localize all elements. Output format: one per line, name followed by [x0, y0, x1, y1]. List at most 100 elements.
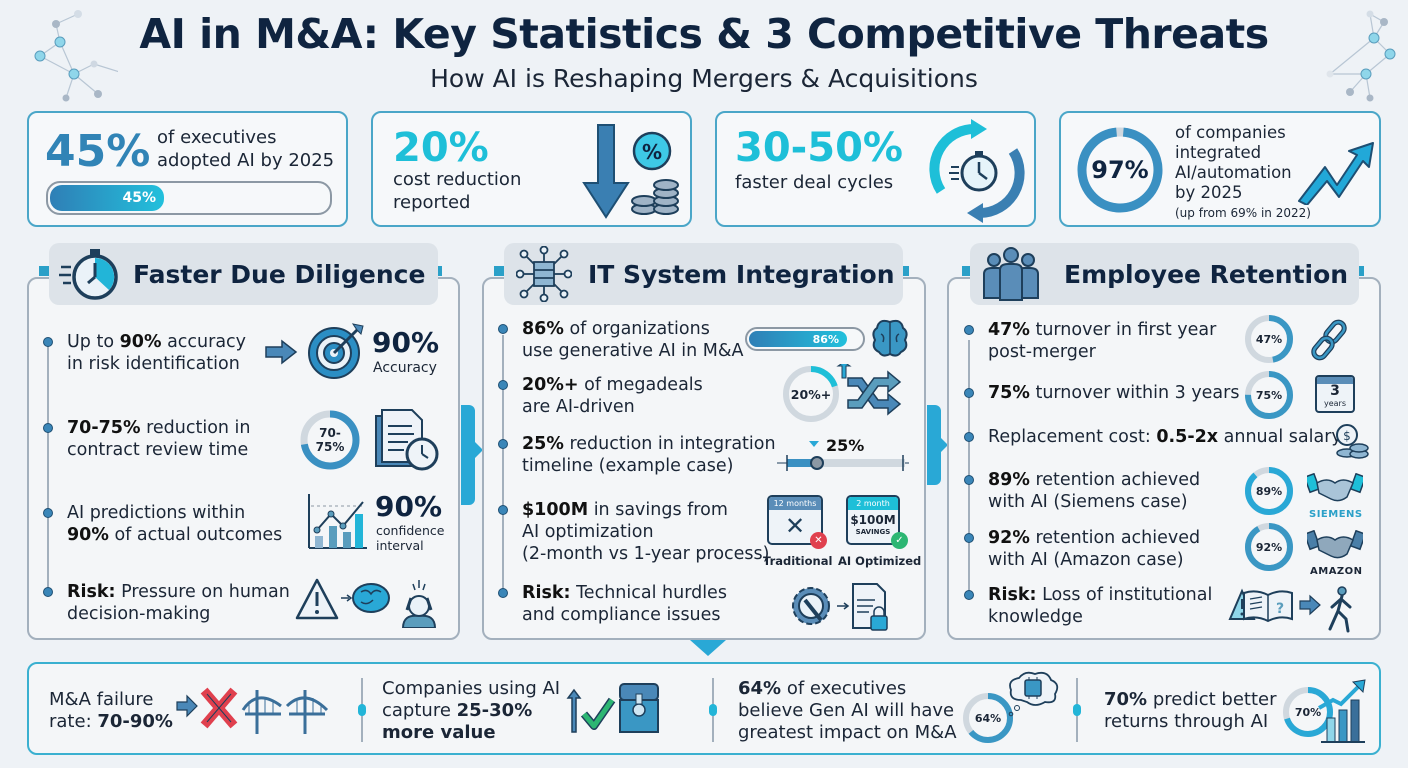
svg-text:%: %	[642, 140, 662, 164]
bullet-dot	[43, 587, 53, 597]
bullet-dot	[964, 325, 974, 335]
better-returns-text: 70% predict better returns through AI	[1104, 689, 1277, 732]
page-title: AI in M&A: Key Statistics & 3 Competitiv…	[139, 10, 1269, 58]
generative-ai-progress-bar: 86%	[745, 327, 865, 351]
progress-fill: 45%	[50, 185, 164, 211]
stat-card-executives-adoption: 45% of executives adopted AI by 2025 45%	[27, 111, 348, 227]
stat-card-companies-integrated: 97% of companies integrated AI/automatio…	[1059, 111, 1381, 227]
it-item-generative-ai: 86% of organizations use generative AI i…	[522, 319, 744, 361]
ring-label: 92%	[1255, 540, 1283, 554]
ring-label: 70%	[1294, 705, 1322, 719]
ring-label: 97%	[1091, 156, 1149, 184]
arrow-x-broken-bridge-icon	[176, 687, 329, 734]
handshake-icon	[1307, 530, 1363, 559]
panel-connector-square	[962, 266, 972, 276]
adoption-progress-bar: 45%	[46, 181, 332, 215]
stopwatch-icon	[59, 249, 118, 300]
divider-dot	[358, 704, 366, 716]
warning-book-person-leaving-icon: ?	[1228, 586, 1352, 633]
bullet-dot	[964, 475, 974, 485]
warning-brain-stress-icon	[295, 578, 437, 628]
down-arrow-percent-coins-icon: %	[582, 124, 679, 219]
percent-ring-70-75-icon	[300, 410, 360, 470]
stat-desc-line2: integrated	[1175, 143, 1262, 162]
panel-connector-square	[1354, 266, 1364, 276]
stat-desc-line1: of executives	[157, 127, 277, 148]
panel-header-employee-retention: Employee Retention	[970, 243, 1359, 305]
trend-up-arrow-icon	[1298, 142, 1374, 205]
retention-item-three-years: 75% turnover within 3 years	[988, 383, 1240, 403]
growth-bars-arrow-icon	[1318, 679, 1366, 743]
documents-clock-icon	[375, 409, 439, 471]
red-x-badge-icon: ✕	[810, 532, 827, 549]
it-item-megadeals: 20%+ of megadeals are AI-driven	[522, 375, 703, 417]
ring-label: 70- 75%	[315, 426, 345, 454]
due-diligence-item-risk: Risk: Pressure on human decision-making	[67, 582, 290, 624]
divider-dot	[1073, 704, 1081, 716]
panel-connector-square	[39, 266, 49, 276]
panel-flow-arrow-2	[927, 405, 941, 485]
progress-label: 45%	[122, 190, 156, 206]
percent-ring-20-icon	[783, 366, 839, 422]
brain-icon	[872, 319, 908, 357]
ring-label: 20%+	[790, 386, 832, 402]
timeline-line	[968, 340, 970, 595]
shuffle-arrows-icon	[836, 364, 902, 416]
due-diligence-item-contract-review: 70-75% reduction in contract review time	[67, 418, 251, 460]
stat-value: 20%	[393, 125, 489, 171]
panel-flow-arrow-1	[461, 405, 475, 505]
retention-item-replacement-cost: Replacement cost: 0.5-2x annual salary	[988, 427, 1342, 447]
timeline-line	[502, 335, 504, 597]
bullet-dot	[498, 588, 508, 598]
progress-fill: 86%	[749, 331, 847, 347]
divider-dot	[709, 704, 717, 716]
network-decoration-left-icon	[34, 10, 118, 102]
panel-connector-square	[899, 266, 909, 276]
retention-item-siemens: 89% retention achieved with AI (Siemens …	[988, 470, 1201, 512]
page-subtitle: How AI is Reshaping Mergers & Acquisitio…	[430, 64, 978, 93]
ring-label: 89%	[1255, 484, 1283, 498]
green-check-badge-icon: ✓	[891, 532, 908, 549]
stat-card-cost-reduction: 20% cost reduction reported %	[371, 111, 692, 227]
retention-item-first-year: 47% turnover in first year post-merger	[988, 320, 1217, 362]
gear-wrench-document-lock-icon	[792, 583, 888, 631]
value-capture-text: Companies using AI capture 25-30% more v…	[382, 678, 561, 743]
timeline-line	[47, 345, 49, 595]
percent-ring-64-icon	[963, 693, 1013, 743]
stat-card-deal-cycles: 30-50% faster deal cycles	[715, 111, 1036, 227]
arrow-right-icon	[265, 339, 298, 365]
retention-item-amazon: 92% retention achieved with AI (Amazon c…	[988, 528, 1201, 570]
server-network-icon	[516, 246, 572, 302]
panel-title: IT System Integration	[588, 259, 895, 289]
bullet-dot	[964, 432, 974, 442]
due-diligence-item-accuracy: Up to 90% accuracy in risk identificatio…	[67, 332, 247, 374]
stat-desc: faster deal cycles	[735, 172, 894, 193]
bar-chart-trend-icon	[308, 494, 367, 549]
percent-ring-92-icon	[1245, 523, 1293, 571]
accuracy-value: 90%	[372, 326, 440, 359]
timeline-slider-icon	[777, 441, 909, 471]
bullet-dot	[498, 439, 508, 449]
it-item-risk: Risk: Technical hurdles and compliance i…	[522, 583, 727, 625]
retention-item-risk: Risk: Loss of institutional knowledge	[988, 585, 1213, 627]
bullet-dot	[964, 533, 974, 543]
handshake-icon	[1307, 473, 1363, 502]
svg-text:?: ?	[1276, 601, 1284, 617]
traditional-label: Traditional	[763, 554, 833, 568]
broken-chain-icon	[1311, 319, 1347, 361]
stat-desc-line3: AI/automation	[1175, 163, 1292, 182]
due-diligence-item-predictions: AI predictions within 90% of actual outc…	[67, 503, 283, 545]
stat-desc-line1: cost reduction	[393, 169, 522, 190]
bullet-dot	[498, 380, 508, 390]
flow-arrow-down-icon	[690, 640, 726, 656]
panel-connector-square	[494, 266, 504, 276]
ring-label: 47%	[1255, 332, 1283, 346]
siemens-label: SIEMENS	[1309, 509, 1363, 520]
stat-desc-line1: of companies	[1175, 123, 1286, 142]
calendar-3-years-icon: 3 years	[1315, 375, 1355, 413]
dollar-coins-icon: $	[1336, 424, 1369, 459]
bullet-dot	[964, 590, 974, 600]
confidence-label-1: confidence	[376, 523, 445, 538]
stat-desc-line2: adopted AI by 2025	[157, 150, 335, 171]
it-item-savings: $100M in savings from AI optimization (2…	[522, 500, 770, 564]
